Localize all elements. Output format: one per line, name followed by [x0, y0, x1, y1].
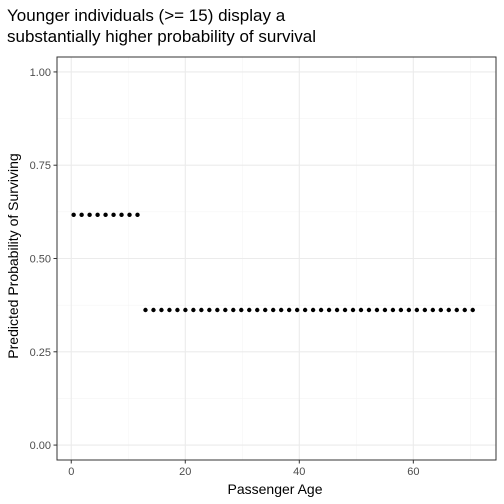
data-point — [326, 307, 332, 313]
data-point — [334, 307, 340, 313]
data-point — [470, 307, 475, 313]
y-tick-label: 0.25 — [30, 347, 51, 359]
data-point — [350, 307, 356, 313]
data-point — [247, 307, 252, 313]
data-point — [366, 307, 372, 313]
y-tick-label: 1.00 — [30, 67, 51, 79]
data-point — [135, 212, 140, 218]
data-point — [231, 307, 236, 313]
x-tick-label: 20 — [179, 466, 191, 478]
data-point — [191, 307, 196, 313]
data-point — [111, 212, 116, 218]
major-grid — [57, 57, 496, 460]
data-point — [382, 307, 388, 313]
data-point — [95, 212, 100, 218]
data-point — [278, 307, 284, 313]
data-point — [462, 307, 467, 313]
data-point — [422, 307, 428, 313]
y-tick-label: 0.00 — [30, 440, 51, 452]
data-point — [103, 212, 108, 218]
data-point — [215, 307, 220, 313]
data-point — [406, 307, 412, 313]
data-point — [183, 307, 188, 313]
data-point — [374, 307, 380, 313]
data-point — [223, 307, 228, 313]
data-point — [358, 307, 364, 313]
data-point — [87, 212, 92, 218]
data-point — [398, 307, 404, 313]
data-point — [79, 212, 84, 218]
y-tick-label: 0.75 — [30, 160, 51, 172]
data-point — [151, 307, 156, 313]
y-axis-ticks — [53, 71, 57, 446]
data-points — [71, 212, 475, 313]
data-point — [454, 307, 459, 313]
data-point — [255, 307, 260, 313]
data-point — [167, 307, 172, 313]
x-axis-tick-labels: 0 20 40 60 — [68, 466, 419, 478]
data-point — [127, 212, 132, 218]
data-point — [263, 307, 268, 313]
y-axis-title: Predicted Probability of Surviving — [5, 153, 21, 358]
data-point — [430, 307, 436, 313]
data-point — [318, 307, 324, 313]
x-axis-ticks — [70, 460, 414, 464]
data-point — [270, 307, 276, 313]
y-axis-tick-labels: 0.00 0.25 0.50 0.75 1.00 — [30, 67, 51, 452]
data-point — [446, 307, 451, 313]
minor-grid — [57, 57, 496, 460]
data-point — [239, 307, 244, 313]
data-point — [207, 307, 212, 313]
data-point — [71, 212, 76, 218]
data-point — [286, 307, 292, 313]
data-point — [119, 212, 124, 218]
data-point — [390, 307, 396, 313]
data-point — [143, 307, 148, 313]
data-point — [199, 307, 204, 313]
data-point — [414, 307, 420, 313]
data-point — [302, 307, 308, 313]
data-point — [438, 307, 444, 313]
x-axis-title: Passenger Age — [228, 481, 323, 497]
x-tick-label: 60 — [407, 466, 419, 478]
x-tick-label: 0 — [68, 466, 74, 478]
data-point — [159, 307, 164, 313]
chart-title-line-2: substantially higher probability of surv… — [7, 27, 316, 46]
data-point — [294, 307, 300, 313]
data-point — [175, 307, 180, 313]
x-tick-label: 40 — [293, 466, 305, 478]
y-tick-label: 0.50 — [30, 254, 51, 266]
data-point — [310, 307, 316, 313]
chart-title-line-1: Younger individuals (>= 15) display a — [7, 6, 286, 25]
data-point — [342, 307, 348, 313]
